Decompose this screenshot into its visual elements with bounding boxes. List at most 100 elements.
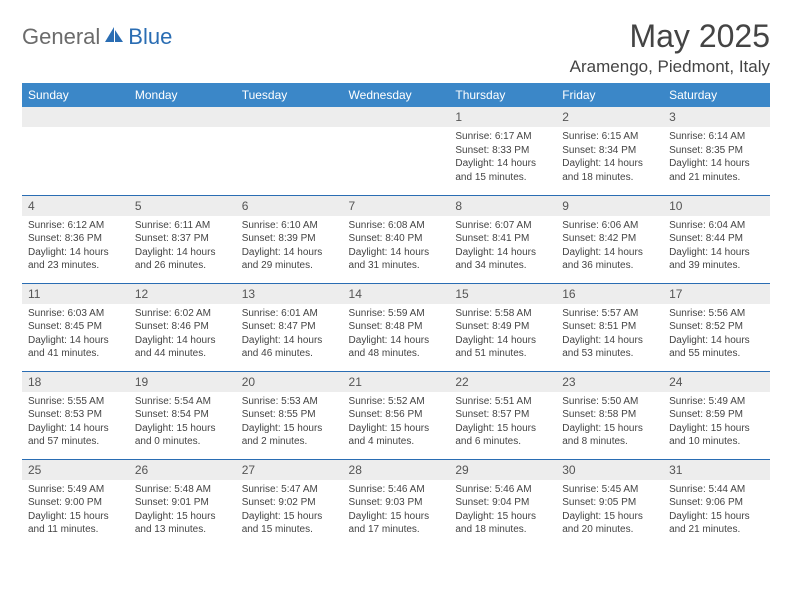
calendar-cell: 26Sunrise: 5:48 AMSunset: 9:01 PMDayligh… bbox=[129, 459, 236, 547]
day-body: Sunrise: 5:50 AMSunset: 8:58 PMDaylight:… bbox=[556, 392, 663, 453]
calendar-cell: 7Sunrise: 6:08 AMSunset: 8:40 PMDaylight… bbox=[343, 195, 450, 283]
day-number: 1 bbox=[449, 107, 556, 127]
day-body: Sunrise: 5:55 AMSunset: 8:53 PMDaylight:… bbox=[22, 392, 129, 453]
calendar-cell: 22Sunrise: 5:51 AMSunset: 8:57 PMDayligh… bbox=[449, 371, 556, 459]
calendar-cell: 25Sunrise: 5:49 AMSunset: 9:00 PMDayligh… bbox=[22, 459, 129, 547]
day-body: Sunrise: 5:46 AMSunset: 9:04 PMDaylight:… bbox=[449, 480, 556, 541]
day-number: 5 bbox=[129, 196, 236, 216]
day-number: 10 bbox=[663, 196, 770, 216]
day-number: 13 bbox=[236, 284, 343, 304]
calendar-cell: 4Sunrise: 6:12 AMSunset: 8:36 PMDaylight… bbox=[22, 195, 129, 283]
day-body: Sunrise: 5:46 AMSunset: 9:03 PMDaylight:… bbox=[343, 480, 450, 541]
calendar-cell: 31Sunrise: 5:44 AMSunset: 9:06 PMDayligh… bbox=[663, 459, 770, 547]
month-title: May 2025 bbox=[570, 18, 770, 55]
calendar-cell: 28Sunrise: 5:46 AMSunset: 9:03 PMDayligh… bbox=[343, 459, 450, 547]
day-body: Sunrise: 5:58 AMSunset: 8:49 PMDaylight:… bbox=[449, 304, 556, 365]
calendar-cell bbox=[129, 107, 236, 195]
day-number: 30 bbox=[556, 460, 663, 480]
day-body: Sunrise: 5:53 AMSunset: 8:55 PMDaylight:… bbox=[236, 392, 343, 453]
calendar-cell: 1Sunrise: 6:17 AMSunset: 8:33 PMDaylight… bbox=[449, 107, 556, 195]
calendar-cell: 3Sunrise: 6:14 AMSunset: 8:35 PMDaylight… bbox=[663, 107, 770, 195]
calendar-cell: 2Sunrise: 6:15 AMSunset: 8:34 PMDaylight… bbox=[556, 107, 663, 195]
calendar-cell: 11Sunrise: 6:03 AMSunset: 8:45 PMDayligh… bbox=[22, 283, 129, 371]
calendar-cell: 23Sunrise: 5:50 AMSunset: 8:58 PMDayligh… bbox=[556, 371, 663, 459]
calendar-cell bbox=[236, 107, 343, 195]
day-body: Sunrise: 6:07 AMSunset: 8:41 PMDaylight:… bbox=[449, 216, 556, 277]
calendar-cell: 9Sunrise: 6:06 AMSunset: 8:42 PMDaylight… bbox=[556, 195, 663, 283]
day-body: Sunrise: 6:11 AMSunset: 8:37 PMDaylight:… bbox=[129, 216, 236, 277]
calendar-cell: 10Sunrise: 6:04 AMSunset: 8:44 PMDayligh… bbox=[663, 195, 770, 283]
day-body: Sunrise: 6:03 AMSunset: 8:45 PMDaylight:… bbox=[22, 304, 129, 365]
calendar-cell: 20Sunrise: 5:53 AMSunset: 8:55 PMDayligh… bbox=[236, 371, 343, 459]
calendar-cell: 24Sunrise: 5:49 AMSunset: 8:59 PMDayligh… bbox=[663, 371, 770, 459]
day-number: 26 bbox=[129, 460, 236, 480]
day-number: 24 bbox=[663, 372, 770, 392]
day-number: 9 bbox=[556, 196, 663, 216]
day-body: Sunrise: 6:15 AMSunset: 8:34 PMDaylight:… bbox=[556, 127, 663, 188]
calendar-cell: 5Sunrise: 6:11 AMSunset: 8:37 PMDaylight… bbox=[129, 195, 236, 283]
calendar-cell bbox=[343, 107, 450, 195]
day-number: 17 bbox=[663, 284, 770, 304]
day-number: 18 bbox=[22, 372, 129, 392]
day-number: 22 bbox=[449, 372, 556, 392]
day-number: 29 bbox=[449, 460, 556, 480]
day-body: Sunrise: 5:48 AMSunset: 9:01 PMDaylight:… bbox=[129, 480, 236, 541]
weekday-header: Saturday bbox=[663, 83, 770, 107]
day-number: 16 bbox=[556, 284, 663, 304]
calendar-cell: 27Sunrise: 5:47 AMSunset: 9:02 PMDayligh… bbox=[236, 459, 343, 547]
day-body: Sunrise: 6:06 AMSunset: 8:42 PMDaylight:… bbox=[556, 216, 663, 277]
day-body: Sunrise: 5:56 AMSunset: 8:52 PMDaylight:… bbox=[663, 304, 770, 365]
day-number: 4 bbox=[22, 196, 129, 216]
day-number: 7 bbox=[343, 196, 450, 216]
calendar-cell: 29Sunrise: 5:46 AMSunset: 9:04 PMDayligh… bbox=[449, 459, 556, 547]
day-number: 3 bbox=[663, 107, 770, 127]
day-number bbox=[129, 107, 236, 127]
day-number bbox=[22, 107, 129, 127]
calendar-cell: 15Sunrise: 5:58 AMSunset: 8:49 PMDayligh… bbox=[449, 283, 556, 371]
header: General Blue May 2025 Aramengo, Piedmont… bbox=[22, 18, 770, 77]
weekday-header: Sunday bbox=[22, 83, 129, 107]
weekday-header: Wednesday bbox=[343, 83, 450, 107]
day-number: 25 bbox=[22, 460, 129, 480]
day-number: 27 bbox=[236, 460, 343, 480]
weekday-header: Friday bbox=[556, 83, 663, 107]
day-body: Sunrise: 5:54 AMSunset: 8:54 PMDaylight:… bbox=[129, 392, 236, 453]
day-body: Sunrise: 6:04 AMSunset: 8:44 PMDaylight:… bbox=[663, 216, 770, 277]
sail-icon bbox=[103, 25, 125, 50]
calendar-cell: 18Sunrise: 5:55 AMSunset: 8:53 PMDayligh… bbox=[22, 371, 129, 459]
weekday-header: Monday bbox=[129, 83, 236, 107]
calendar-head: SundayMondayTuesdayWednesdayThursdayFrid… bbox=[22, 83, 770, 107]
calendar-cell: 30Sunrise: 5:45 AMSunset: 9:05 PMDayligh… bbox=[556, 459, 663, 547]
day-number: 12 bbox=[129, 284, 236, 304]
day-body: Sunrise: 5:59 AMSunset: 8:48 PMDaylight:… bbox=[343, 304, 450, 365]
day-number: 21 bbox=[343, 372, 450, 392]
location: Aramengo, Piedmont, Italy bbox=[570, 57, 770, 77]
day-body: Sunrise: 6:01 AMSunset: 8:47 PMDaylight:… bbox=[236, 304, 343, 365]
day-number: 11 bbox=[22, 284, 129, 304]
day-number: 28 bbox=[343, 460, 450, 480]
day-body: Sunrise: 5:49 AMSunset: 9:00 PMDaylight:… bbox=[22, 480, 129, 541]
calendar-cell: 6Sunrise: 6:10 AMSunset: 8:39 PMDaylight… bbox=[236, 195, 343, 283]
day-body: Sunrise: 6:17 AMSunset: 8:33 PMDaylight:… bbox=[449, 127, 556, 188]
weekday-header: Thursday bbox=[449, 83, 556, 107]
day-number: 23 bbox=[556, 372, 663, 392]
logo-text-general: General bbox=[22, 24, 100, 50]
day-body: Sunrise: 5:51 AMSunset: 8:57 PMDaylight:… bbox=[449, 392, 556, 453]
calendar-cell: 13Sunrise: 6:01 AMSunset: 8:47 PMDayligh… bbox=[236, 283, 343, 371]
day-body: Sunrise: 5:57 AMSunset: 8:51 PMDaylight:… bbox=[556, 304, 663, 365]
day-number: 19 bbox=[129, 372, 236, 392]
calendar-cell bbox=[22, 107, 129, 195]
day-body: Sunrise: 6:14 AMSunset: 8:35 PMDaylight:… bbox=[663, 127, 770, 188]
day-number: 15 bbox=[449, 284, 556, 304]
calendar-table: SundayMondayTuesdayWednesdayThursdayFrid… bbox=[22, 83, 770, 547]
day-number: 2 bbox=[556, 107, 663, 127]
calendar-cell: 16Sunrise: 5:57 AMSunset: 8:51 PMDayligh… bbox=[556, 283, 663, 371]
calendar-cell: 12Sunrise: 6:02 AMSunset: 8:46 PMDayligh… bbox=[129, 283, 236, 371]
title-block: May 2025 Aramengo, Piedmont, Italy bbox=[570, 18, 770, 77]
day-body: Sunrise: 6:02 AMSunset: 8:46 PMDaylight:… bbox=[129, 304, 236, 365]
day-body: Sunrise: 5:45 AMSunset: 9:05 PMDaylight:… bbox=[556, 480, 663, 541]
day-number bbox=[343, 107, 450, 127]
weekday-header: Tuesday bbox=[236, 83, 343, 107]
day-body: Sunrise: 6:08 AMSunset: 8:40 PMDaylight:… bbox=[343, 216, 450, 277]
day-number bbox=[236, 107, 343, 127]
